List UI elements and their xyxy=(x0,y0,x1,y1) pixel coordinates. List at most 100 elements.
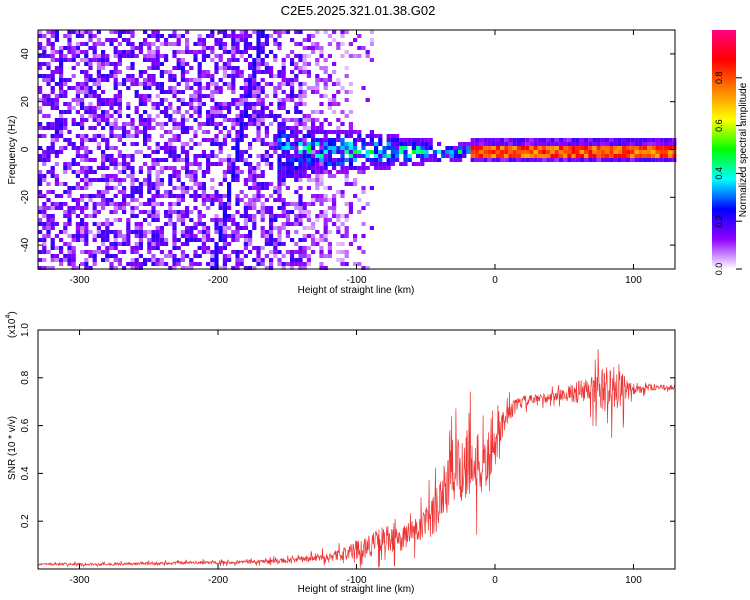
spectrogram-cell xyxy=(294,126,299,130)
spectrogram-cell xyxy=(235,70,240,74)
spectrogram-cell xyxy=(210,122,215,126)
spectrogram-cell xyxy=(147,82,152,86)
spectrogram-cell xyxy=(176,126,181,130)
spectrogram-cell xyxy=(252,182,257,186)
spectrogram-cell xyxy=(424,138,429,142)
spectrogram-cell xyxy=(50,122,55,126)
spectrogram-cell xyxy=(294,134,299,138)
spectrogram-cell xyxy=(252,110,257,114)
spectrogram-cell xyxy=(290,174,295,178)
spectrogram-cell xyxy=(138,74,143,78)
spectrogram-cell xyxy=(159,74,164,78)
spectrogram-cell xyxy=(168,222,173,226)
spectrogram-cell xyxy=(361,142,366,146)
spectrogram-cell xyxy=(277,106,282,110)
spectrogram-x-tick-label: -300 xyxy=(70,275,90,286)
spectrogram-cell xyxy=(126,234,131,238)
spectrogram-cell xyxy=(273,242,278,246)
spectrogram-cell xyxy=(369,138,374,142)
spectrogram-cell xyxy=(407,158,412,162)
spectrogram-cell xyxy=(164,238,169,242)
spectrogram-cell xyxy=(50,174,55,178)
spectrogram-cell xyxy=(285,210,290,214)
spectrogram-cell xyxy=(311,198,316,202)
spectrogram-cell xyxy=(210,46,215,50)
spectrogram-cell xyxy=(369,150,374,154)
spectrogram-cell xyxy=(302,250,307,254)
spectrogram-cell xyxy=(420,154,425,158)
spectrogram-cell xyxy=(252,138,257,142)
spectrogram-cell xyxy=(311,142,316,146)
spectrogram-cell xyxy=(311,250,316,254)
spectrogram-cell xyxy=(222,134,227,138)
spectrogram-cell xyxy=(327,162,332,166)
spectrogram-cell xyxy=(264,134,269,138)
spectrogram-cell xyxy=(428,158,433,162)
spectrogram-cell xyxy=(374,150,379,154)
spectrogram-cell xyxy=(222,242,227,246)
snr-x-tick-label: 100 xyxy=(625,575,642,586)
spectrogram-cell xyxy=(71,198,76,202)
spectrogram-cell xyxy=(201,38,206,42)
spectrogram-cell xyxy=(151,102,156,106)
spectrogram-cell xyxy=(210,30,215,34)
spectrogram-cell xyxy=(332,38,337,42)
spectrogram-cell xyxy=(159,182,164,186)
spectrogram-cell xyxy=(323,222,328,226)
spectrogram-cell xyxy=(109,42,114,46)
spectrogram-cell xyxy=(151,66,156,70)
spectrogram-cell xyxy=(109,162,114,166)
spectrogram-cell xyxy=(327,250,332,254)
snr-multiplier: (x104) xyxy=(5,311,18,338)
spectrogram-cell xyxy=(277,242,282,246)
spectrogram-cell xyxy=(248,186,253,190)
spectrogram-cell xyxy=(319,154,324,158)
spectrogram-cell xyxy=(92,158,97,162)
spectrogram-cell xyxy=(651,154,656,158)
spectrogram-cell xyxy=(130,210,135,214)
spectrogram-cell xyxy=(260,218,265,222)
spectrogram-cell xyxy=(151,242,156,246)
spectrogram-cell xyxy=(197,110,202,114)
spectrogram-cell xyxy=(130,262,135,266)
spectrogram-cell xyxy=(294,102,299,106)
spectrogram-cell xyxy=(138,226,143,230)
spectrogram-cell xyxy=(256,134,261,138)
spectrogram-cell xyxy=(75,134,80,138)
spectrogram-cell xyxy=(164,98,169,102)
spectrogram-cell xyxy=(84,150,89,154)
spectrogram-cell xyxy=(642,154,647,158)
spectrogram-cell xyxy=(88,58,93,62)
spectrogram-cell xyxy=(323,118,328,122)
spectrogram-cell xyxy=(50,146,55,150)
spectrogram-cell xyxy=(214,106,219,110)
spectrogram-cell xyxy=(185,226,190,230)
snr-x-tick-label: -100 xyxy=(346,575,366,586)
spectrogram-cell xyxy=(63,58,68,62)
spectrogram-cell xyxy=(474,158,479,162)
spectrogram-cell xyxy=(256,54,261,58)
spectrogram-cell xyxy=(168,182,173,186)
spectrogram-cell xyxy=(164,54,169,58)
spectrogram-cell xyxy=(168,130,173,134)
spectrogram-cell xyxy=(550,158,555,162)
spectrogram-cell xyxy=(243,46,248,50)
spectrogram-cell xyxy=(227,130,232,134)
spectrogram-cell xyxy=(113,110,118,114)
spectrogram-cell xyxy=(122,170,127,174)
spectrogram-cell xyxy=(63,146,68,150)
spectrogram-cell xyxy=(84,230,89,234)
spectrogram-cell xyxy=(113,46,118,50)
spectrogram-cell xyxy=(609,154,614,158)
spectrogram-cell xyxy=(67,86,72,90)
spectrogram-cell xyxy=(344,250,349,254)
spectrogram-cell xyxy=(75,266,80,270)
spectrogram-cell xyxy=(231,266,236,270)
spectrogram-cell xyxy=(80,262,85,266)
spectrogram-cell xyxy=(218,130,223,134)
spectrogram-y-axis-label: Frequency (Hz) xyxy=(7,116,18,185)
spectrogram-cell xyxy=(311,86,316,90)
spectrogram-cell xyxy=(525,154,530,158)
spectrogram-cell xyxy=(50,86,55,90)
spectrogram-cell xyxy=(71,74,76,78)
